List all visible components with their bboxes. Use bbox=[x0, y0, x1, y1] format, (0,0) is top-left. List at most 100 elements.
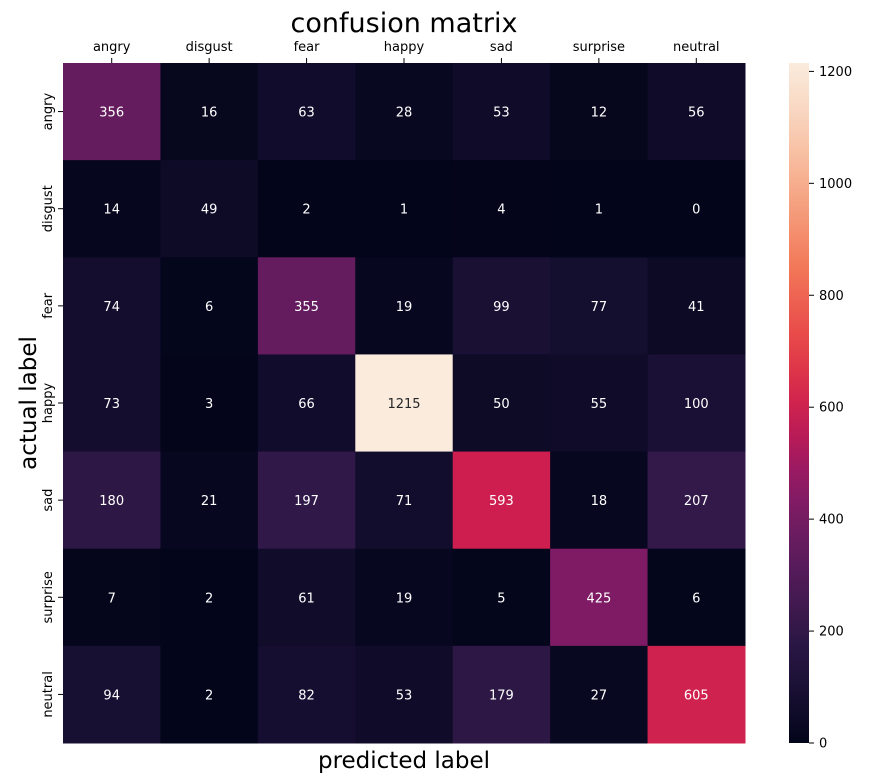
cell-value-label: 74 bbox=[103, 300, 120, 315]
x-axis-label: predicted label bbox=[318, 748, 490, 774]
heatmap-cell bbox=[452, 160, 551, 258]
heatmap-cell bbox=[160, 63, 259, 161]
y-tick-label: angry bbox=[41, 93, 56, 131]
cell-value-label: 197 bbox=[294, 494, 319, 509]
heatmap-cell bbox=[63, 645, 161, 744]
cell-value-label: 66 bbox=[298, 397, 315, 412]
chart-title: confusion matrix bbox=[291, 8, 518, 39]
heatmap-cell bbox=[647, 451, 746, 550]
cell-value-label: 49 bbox=[201, 203, 218, 218]
cell-value-label: 6 bbox=[692, 591, 700, 606]
cell-value-label: 593 bbox=[489, 494, 514, 509]
heatmap-cell bbox=[257, 63, 356, 161]
colorbar-tick-label: 200 bbox=[819, 625, 844, 640]
heatmap-cells bbox=[63, 63, 746, 744]
y-tick-label: neutral bbox=[41, 671, 56, 718]
heatmap-cell bbox=[63, 160, 161, 258]
heatmap-cell bbox=[452, 451, 551, 550]
heatmap-cell bbox=[355, 63, 454, 161]
heatmap-cell bbox=[550, 548, 649, 647]
heatmap-cell bbox=[257, 548, 356, 647]
cell-value-label: 1 bbox=[400, 203, 408, 218]
heatmap-cell bbox=[63, 548, 161, 647]
cell-value-label: 2 bbox=[205, 688, 213, 703]
heatmap-cell bbox=[63, 257, 161, 355]
heatmap-cell bbox=[452, 63, 551, 161]
cell-value-label: 28 bbox=[396, 106, 413, 121]
colorbar-tick-label: 800 bbox=[819, 289, 844, 304]
cell-value-label: 27 bbox=[591, 688, 608, 703]
y-tick-labels: angry disgust fear happy sad surprise neutral bbox=[41, 93, 63, 718]
cell-value-label: 19 bbox=[396, 591, 413, 606]
cell-value-label: 18 bbox=[591, 494, 608, 509]
x-tick-label: happy bbox=[384, 40, 425, 55]
heatmap-cell bbox=[160, 160, 259, 258]
cell-value-label: 55 bbox=[591, 397, 608, 412]
heatmap-cell bbox=[257, 160, 356, 258]
cell-value-label: 2 bbox=[205, 591, 213, 606]
cell-value-label: 6 bbox=[205, 300, 213, 315]
cell-value-label: 73 bbox=[103, 397, 120, 412]
cell-value-label: 14 bbox=[103, 203, 120, 218]
heatmap-cell bbox=[647, 63, 746, 161]
cell-value-label: 19 bbox=[396, 300, 413, 315]
x-tick-label: surprise bbox=[573, 40, 625, 55]
colorbar-tick-label: 600 bbox=[819, 401, 844, 416]
colorbar bbox=[789, 63, 809, 743]
heatmap-cell bbox=[355, 160, 454, 258]
cell-value-label: 207 bbox=[684, 494, 709, 509]
cell-value-label: 53 bbox=[396, 688, 413, 703]
heatmap-cell bbox=[647, 548, 746, 647]
heatmap-cell bbox=[257, 451, 356, 550]
heatmap-cell bbox=[550, 354, 649, 453]
cell-value-label: 77 bbox=[591, 300, 608, 315]
heatmap-cell bbox=[257, 645, 356, 744]
heatmap-cell bbox=[160, 451, 259, 550]
cell-value-label: 21 bbox=[201, 494, 218, 509]
cell-value-label: 180 bbox=[99, 494, 124, 509]
heatmap-cell bbox=[160, 257, 259, 355]
colorbar-tick-label: 400 bbox=[819, 513, 844, 528]
x-tick-label: angry bbox=[93, 40, 131, 55]
cell-value-label: 2 bbox=[302, 203, 310, 218]
heatmap-cell bbox=[355, 645, 454, 744]
heatmap-cell bbox=[550, 645, 649, 744]
cell-value-label: 5 bbox=[497, 591, 505, 606]
cell-value-label: 355 bbox=[294, 300, 319, 315]
heatmap-cell bbox=[550, 63, 649, 161]
heatmap-cell bbox=[355, 354, 454, 453]
cell-value-label: 41 bbox=[688, 300, 705, 315]
heatmap-cell bbox=[160, 548, 259, 647]
x-tick-label: disgust bbox=[186, 40, 233, 55]
cell-value-label: 82 bbox=[298, 688, 315, 703]
heatmap-cell bbox=[452, 354, 551, 453]
heatmap-cell bbox=[355, 451, 454, 550]
heatmap-cell bbox=[63, 63, 161, 161]
cell-value-label: 1215 bbox=[387, 397, 420, 412]
heatmap-cell bbox=[647, 257, 746, 355]
cell-value-label: 179 bbox=[489, 688, 514, 703]
y-tick-label: happy bbox=[41, 382, 56, 423]
heatmap-cell bbox=[550, 451, 649, 550]
x-tick-label: neutral bbox=[673, 40, 720, 55]
x-tick-label: fear bbox=[294, 40, 321, 55]
x-tick-labels: angry disgust fear happy sad surprise neutral bbox=[93, 40, 720, 63]
cell-value-label: 3 bbox=[205, 397, 213, 412]
cell-value-label: 50 bbox=[493, 397, 510, 412]
cell-value-label: 0 bbox=[692, 203, 700, 218]
colorbar-tick-label: 0 bbox=[819, 737, 827, 752]
y-tick-label: fear bbox=[41, 292, 56, 319]
heatmap-cell bbox=[355, 548, 454, 647]
heatmap-cell bbox=[452, 548, 551, 647]
cell-value-label: 4 bbox=[497, 203, 505, 218]
x-tick-label: sad bbox=[490, 40, 513, 55]
colorbar-tick-label: 1000 bbox=[819, 177, 852, 192]
heatmap-cell bbox=[257, 257, 356, 355]
cell-value-label: 100 bbox=[684, 397, 709, 412]
cell-value-label: 605 bbox=[684, 688, 709, 703]
cell-value-label: 1 bbox=[595, 203, 603, 218]
cell-value-label: 56 bbox=[688, 106, 705, 121]
heatmap-cell bbox=[160, 354, 259, 453]
